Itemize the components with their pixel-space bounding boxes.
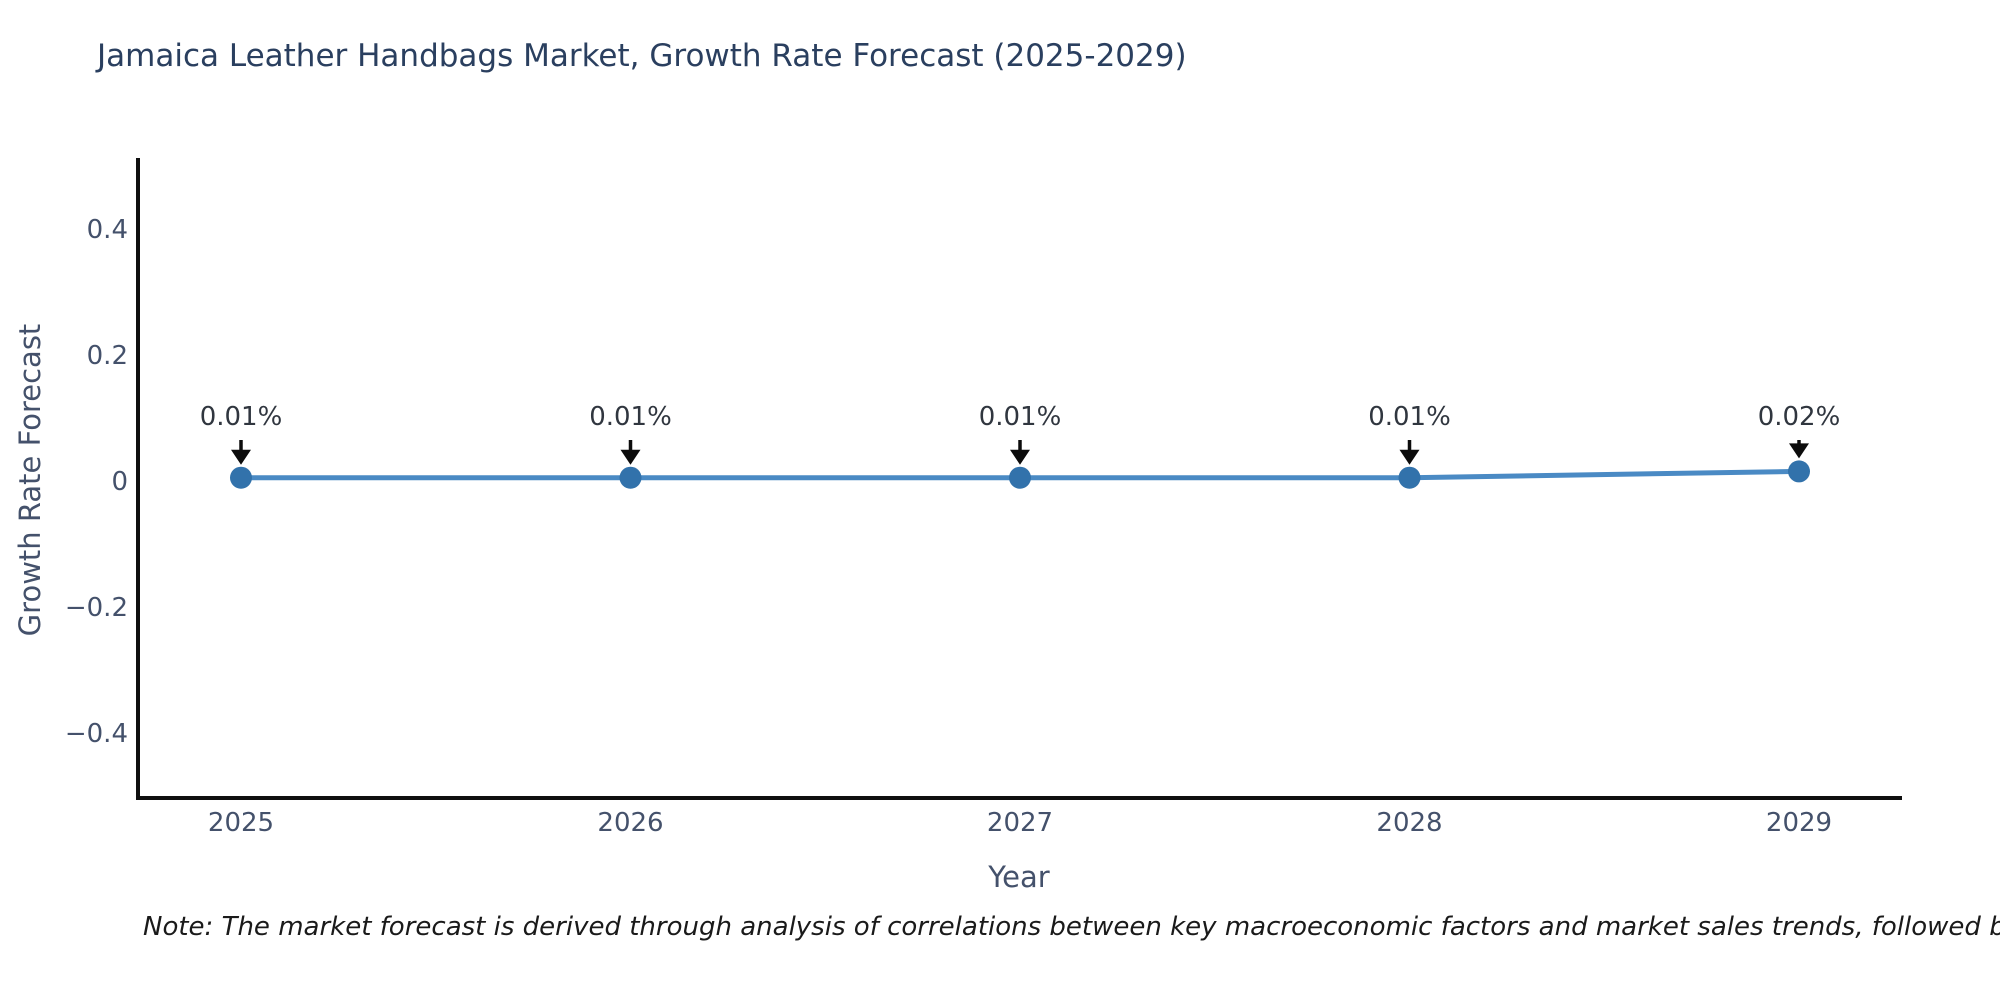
y-axis-title: Growth Rate Forecast <box>13 323 47 637</box>
y-axis-line <box>136 158 140 800</box>
data-point-2028 <box>1398 466 1421 489</box>
chart-title: Jamaica Leather Handbags Market, Growth … <box>97 38 1187 74</box>
arrow-head-icon <box>1789 443 1809 459</box>
x-tick-label: 2025 <box>207 808 275 838</box>
data-point-2026 <box>619 466 642 489</box>
series-markers <box>230 460 1810 489</box>
annotation-label: 0.02% <box>1757 402 1841 432</box>
arrow-head-icon <box>620 449 641 465</box>
y-tick-label: 0.4 <box>86 215 128 245</box>
y-tick-label: −0.4 <box>64 719 128 749</box>
data-point-2025 <box>230 466 252 489</box>
footnote: Note: The market forecast is derived thr… <box>143 912 2000 942</box>
x-axis-title: Year <box>988 860 1050 894</box>
x-tick-label: 2028 <box>1376 808 1443 838</box>
x-tick-label: 2027 <box>986 808 1054 838</box>
data-point-2029 <box>1788 460 1810 483</box>
arrow-head-icon <box>1010 449 1030 465</box>
x-tick-label: 2026 <box>597 808 664 838</box>
annotation-label: 0.01% <box>589 402 672 432</box>
arrow-head-icon <box>1399 449 1420 465</box>
annotation-label: 0.01% <box>978 402 1062 432</box>
y-tick-label: 0 <box>111 467 128 497</box>
y-tick-label: −0.2 <box>64 593 128 623</box>
annotation-label: 0.01% <box>1368 402 1451 432</box>
x-tick-label: 2029 <box>1765 808 1833 838</box>
y-tick-label: 0.2 <box>86 341 128 371</box>
annotation-arrows <box>231 440 1809 465</box>
arrow-head-icon <box>231 449 251 465</box>
x-axis-line <box>136 796 1902 800</box>
annotation-label: 0.01% <box>199 402 283 432</box>
data-point-2027 <box>1009 466 1031 489</box>
